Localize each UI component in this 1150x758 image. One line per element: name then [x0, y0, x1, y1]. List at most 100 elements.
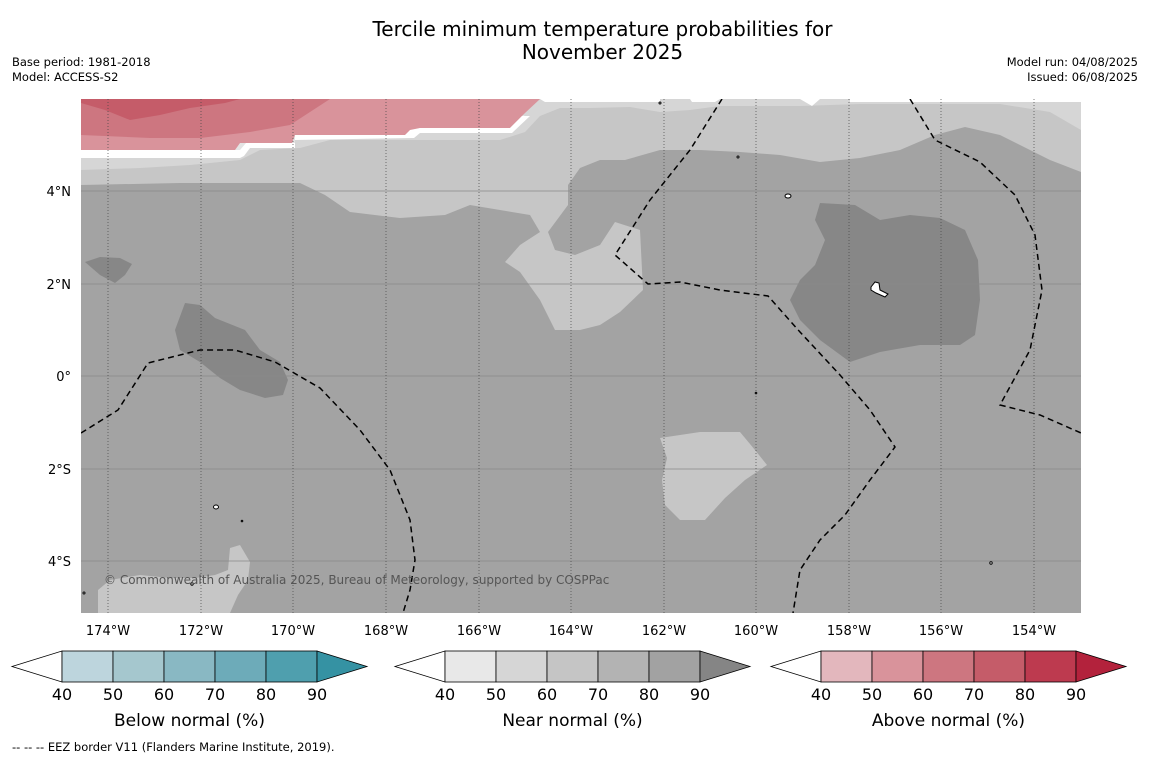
x-tick-label: 162°W	[642, 624, 686, 639]
colorbar-segment	[871, 650, 924, 683]
x-tick-label: 158°W	[827, 624, 871, 639]
colorbar-tick-label: 80	[639, 685, 659, 704]
colorbar-min-extension	[393, 650, 446, 683]
colorbar-segment	[973, 650, 1026, 683]
colorbar-max-extension	[316, 650, 369, 683]
near-normal-70-south-patch	[660, 432, 767, 520]
colorbar-2: 40 50 60 70 80 90 Near normal (%)	[393, 650, 752, 731]
near-normal-90-small	[85, 257, 132, 283]
x-tick-label: 160°W	[734, 624, 778, 639]
x-tick-label: 170°W	[271, 624, 315, 639]
colorbar-tick-label: 90	[690, 685, 710, 704]
issued-date: Issued: 06/08/2025	[1027, 70, 1138, 84]
y-tick-label: 0°	[56, 370, 71, 385]
colorbars: 40 50 60 70 80 90 Below normal (%) 40 50 60 70 80 90…	[10, 650, 1128, 731]
colorbar-tick-label: 40	[52, 685, 72, 704]
colorbar-segment	[163, 650, 216, 683]
island-kiritimati	[870, 281, 889, 298]
colorbar-segment	[922, 650, 975, 683]
eez-borders	[81, 99, 1081, 613]
near-normal-70-band	[81, 99, 1081, 330]
colorbar-tick-label: 90	[1066, 685, 1086, 704]
y-tick-label: 4°S	[48, 555, 71, 570]
eez-border-kiribati-line-west	[614, 99, 896, 613]
islands	[82, 101, 993, 595]
x-tick-label: 168°W	[364, 624, 408, 639]
island-small-6	[754, 391, 758, 395]
colorbar-segment	[214, 650, 267, 683]
island-small-3	[240, 519, 244, 523]
title-line-2: November 2025	[521, 40, 684, 64]
meta-right: Model run: 04/08/2025 Issued: 06/08/2025	[1007, 55, 1138, 85]
colorbar-tick-label: 50	[103, 685, 123, 704]
colorbar-1: 40 50 60 70 80 90 Below normal (%)	[10, 650, 369, 731]
title-line-1: Tercile minimum temperature probabilitie…	[372, 17, 833, 41]
eez-border-kiribati-line-east	[909, 99, 1081, 434]
colorbar-tick-label: 70	[205, 685, 225, 704]
colorbar-segment	[597, 650, 650, 683]
colorbar-title: Below normal (%)	[114, 711, 265, 731]
white-gap-4	[540, 99, 1081, 106]
copyright-notice: © Commonwealth of Australia 2025, Bureau…	[104, 573, 609, 587]
x-tick-label: 174°W	[86, 624, 130, 639]
colorbar-segment	[820, 650, 873, 683]
colorbar-min-extension	[10, 650, 63, 683]
colorbar-segment	[61, 650, 114, 683]
above-normal-70-region	[81, 99, 240, 120]
eez-border-kiribati-phoenix	[81, 349, 416, 613]
island-small-7	[989, 561, 993, 565]
colorbar-tick-label: 60	[154, 685, 174, 704]
colorbar-segment	[265, 650, 318, 683]
meta-left: Base period: 1981-2018 Model: ACCESS-S2	[12, 55, 151, 85]
map-title: Tercile minimum temperature probabilitie…	[250, 18, 955, 64]
white-gap-2	[240, 143, 295, 158]
x-tick-label: 172°W	[179, 624, 223, 639]
island-small-5	[736, 155, 740, 159]
colorbar-tick-label: 40	[435, 685, 455, 704]
base-period: Base period: 1981-2018	[12, 55, 151, 69]
map-plot-area: © Commonwealth of Australia 2025, Bureau…	[81, 99, 1081, 613]
colorbar-segment	[648, 650, 701, 683]
colorbar-min-extension	[769, 650, 822, 683]
colorbar-title: Above normal (%)	[872, 711, 1025, 731]
near-normal-70-southwest-patch	[98, 545, 250, 613]
x-tick-label: 156°W	[919, 624, 963, 639]
x-axis-labels: 174°W 172°W 170°W 168°W 166°W 164°W 162°…	[86, 624, 1056, 639]
x-tick-label: 164°W	[549, 624, 593, 639]
island-small-8	[82, 591, 86, 595]
colorbar-tick-label: 60	[537, 685, 557, 704]
model-name: Model: ACCESS-S2	[12, 70, 119, 84]
island-small-1	[784, 193, 792, 199]
x-tick-label: 166°W	[457, 624, 501, 639]
y-tick-label: 2°S	[48, 463, 71, 478]
colorbar-max-extension	[699, 650, 752, 683]
near-normal-90-east	[790, 203, 980, 362]
colorbar-segment	[495, 650, 548, 683]
x-tick-label: 154°W	[1012, 624, 1056, 639]
eez-footnote: -- -- -- EEZ border V11 (Flanders Marine…	[12, 740, 335, 754]
island-small-9	[190, 582, 194, 586]
colorbar-segment	[1024, 650, 1077, 683]
colorbar-title: Near normal (%)	[502, 711, 642, 731]
model-run: Model run: 04/08/2025	[1006, 55, 1138, 69]
colorbar-segment	[112, 650, 165, 683]
white-gap-1	[81, 150, 240, 158]
colorbar-tick-label: 60	[913, 685, 933, 704]
colorbar-max-extension	[1075, 650, 1128, 683]
island-small-2	[213, 504, 219, 510]
lat-gridlines	[81, 190, 1081, 562]
y-tick-label: 2°N	[47, 278, 72, 293]
colorbar-tick-label: 50	[862, 685, 882, 704]
colorbar-tick-label: 50	[486, 685, 506, 704]
y-tick-label: 4°N	[47, 185, 72, 200]
colorbar-tick-label: 40	[811, 685, 831, 704]
colorbar-3: 40 50 60 70 80 90 Above normal (%)	[769, 650, 1128, 731]
colorbar-segment	[444, 650, 497, 683]
colorbar-tick-label: 70	[588, 685, 608, 704]
colorbar-tick-label: 80	[256, 685, 276, 704]
colorbar-tick-label: 80	[1015, 685, 1035, 704]
colorbar-tick-label: 90	[307, 685, 327, 704]
colorbar-tick-label: 70	[964, 685, 984, 704]
island-small-4	[658, 101, 662, 105]
